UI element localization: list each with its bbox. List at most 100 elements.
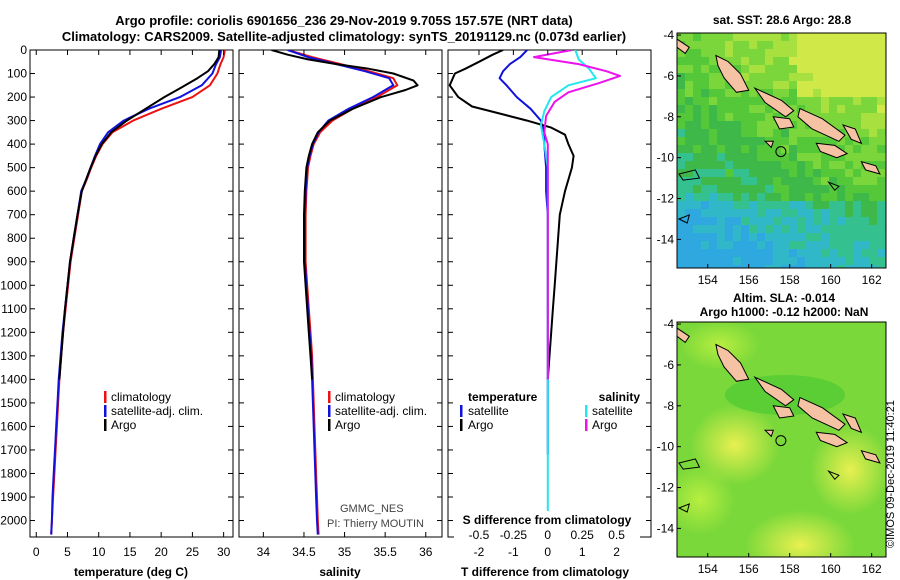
sst-cell xyxy=(781,65,789,73)
map-x-tick-label: 154 xyxy=(698,273,718,287)
sst-cell xyxy=(877,265,885,268)
sst-cell xyxy=(837,73,845,81)
sst-cell xyxy=(789,89,797,97)
sst-cell xyxy=(677,145,685,153)
sst-cell xyxy=(829,81,837,89)
sst-cell xyxy=(797,249,805,257)
sst-cell xyxy=(725,193,733,201)
sst-cell xyxy=(837,241,845,249)
sst-cell xyxy=(709,97,717,105)
sst-cell xyxy=(701,201,709,209)
sst-cell xyxy=(829,113,837,121)
sst-cell xyxy=(821,241,829,249)
sst-cell xyxy=(725,113,733,121)
sst-cell xyxy=(741,105,749,113)
sst-cell xyxy=(805,153,813,161)
island xyxy=(677,327,690,344)
sst-cell xyxy=(773,201,781,209)
sst-cell xyxy=(741,65,749,73)
sst-cell xyxy=(789,137,797,145)
sst-cell xyxy=(773,265,781,268)
sst-cell xyxy=(861,113,869,121)
sst-cell xyxy=(781,81,789,89)
sst-cell xyxy=(869,121,877,129)
sst-cell xyxy=(853,177,861,185)
sst-cell xyxy=(677,33,685,41)
legend-climatology-swatch xyxy=(328,391,331,403)
temperature-panel xyxy=(29,49,234,538)
sst-cell xyxy=(845,241,853,249)
sst-cell xyxy=(773,193,781,201)
x-tick-label: 36 xyxy=(419,545,433,559)
sst-cell xyxy=(861,65,869,73)
island xyxy=(763,140,774,149)
sst-cell xyxy=(837,257,845,265)
sst-cell xyxy=(805,265,813,268)
sst-cell xyxy=(797,137,805,145)
sst-cell xyxy=(741,241,749,249)
sst-cell xyxy=(853,241,861,249)
sst-cell xyxy=(789,257,797,265)
s-tick-label: 0.5 xyxy=(608,528,625,542)
island xyxy=(860,449,881,464)
sst-cell xyxy=(789,161,797,169)
sst-cell xyxy=(749,41,757,49)
sst-cell xyxy=(701,137,709,145)
sst-cell xyxy=(741,249,749,257)
sst-cell xyxy=(829,249,837,257)
sst-cell xyxy=(837,113,845,121)
depth-tick-label: 1700 xyxy=(0,443,27,457)
sst-cell xyxy=(701,145,709,153)
island xyxy=(715,54,750,93)
sst-cell xyxy=(701,265,709,268)
sst-cell xyxy=(877,73,885,81)
island xyxy=(772,405,795,419)
reef-outline xyxy=(827,181,840,192)
sst-cell xyxy=(821,217,829,225)
sst-cell xyxy=(757,193,765,201)
sst-cell xyxy=(693,209,701,217)
sst-cell xyxy=(685,129,693,137)
island xyxy=(753,86,795,118)
sst-cell xyxy=(757,137,765,145)
sst-cell xyxy=(677,129,685,137)
sst-cell xyxy=(861,121,869,129)
sst-cell xyxy=(845,81,853,89)
sst-cell xyxy=(709,49,717,57)
salinity-curves xyxy=(271,50,419,535)
sst-cell xyxy=(725,209,733,217)
sst-cell xyxy=(877,193,885,201)
sla-mid-blob xyxy=(677,465,735,535)
sst-cell xyxy=(685,121,693,129)
sst-cell xyxy=(861,265,869,268)
sst-cell xyxy=(869,97,877,105)
sst-cell xyxy=(813,249,821,257)
sst-cell xyxy=(829,137,837,145)
sst-cell xyxy=(869,193,877,201)
sst-cell xyxy=(861,209,869,217)
sst-cell xyxy=(845,209,853,217)
legend-satellite-adj-swatch xyxy=(328,405,331,417)
reef-outline xyxy=(677,214,691,224)
sst-cell xyxy=(749,81,757,89)
sst-cell xyxy=(837,265,845,268)
reef-outline xyxy=(678,169,701,181)
sst-cell xyxy=(741,265,749,268)
sst-cell xyxy=(861,145,869,153)
sst-cell xyxy=(845,33,853,41)
depth-tick-label: 1500 xyxy=(0,396,27,410)
sst-cell xyxy=(757,81,765,89)
sst-cell xyxy=(765,113,773,121)
sst-cell xyxy=(765,41,773,49)
sst-cell xyxy=(781,153,789,161)
sst-cell xyxy=(829,41,837,49)
sst-cell xyxy=(829,161,837,169)
sst-cell xyxy=(677,257,685,265)
sst-cell xyxy=(677,161,685,169)
sst-cell xyxy=(741,129,749,137)
sst-cell xyxy=(829,201,837,209)
sst-cell xyxy=(837,57,845,65)
sst-cell xyxy=(805,241,813,249)
sst-cell xyxy=(677,153,685,161)
sla-map-axes: 154 156 158 160 162 -4 -6 -8 -10 -12 -14 xyxy=(657,317,882,576)
